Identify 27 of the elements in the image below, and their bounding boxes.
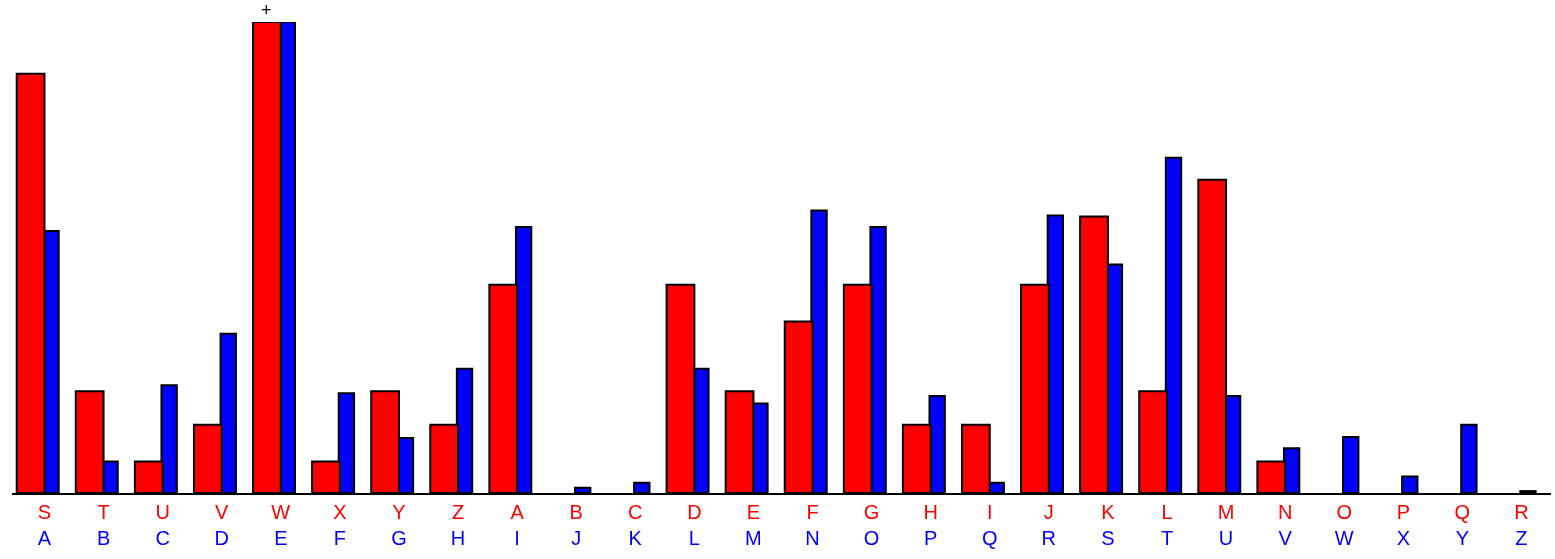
x-tick-label: S A (37, 501, 52, 549)
x-tick-label: M U (1217, 501, 1235, 549)
x-tick-label: J R (1041, 501, 1057, 549)
x-tick-label: C K (628, 501, 643, 549)
x-tick-label: D L (687, 501, 702, 549)
annotation: + (261, 0, 272, 20)
x-tick-label: O W (1334, 501, 1354, 549)
x-tick-label: P X (1396, 501, 1410, 549)
x-tick-label: X F (333, 501, 347, 549)
x-tick-label: G O (863, 501, 880, 549)
x-tick-label: Z H (450, 501, 466, 549)
x-tick-label: R Z (1514, 501, 1529, 549)
x-tick-label: Y G (391, 501, 407, 549)
x-tick-label: L T (1160, 501, 1174, 549)
x-tick-label: A I (510, 501, 525, 549)
x-tick-label: V D (214, 501, 230, 549)
x-tick-label: H P (923, 501, 938, 549)
x-tick-label: T B (96, 501, 111, 549)
x-tick-label: Q Y (1454, 501, 1471, 549)
x-tick-label: F N (805, 501, 820, 549)
x-tick-label: B J (569, 501, 583, 549)
x-tick-label: E M (745, 501, 762, 549)
x-tick-label: U C (155, 501, 170, 549)
x-tick-label: I Q (981, 501, 998, 549)
x-tick-label: N V (1277, 501, 1293, 549)
x-tick-label: K S (1101, 501, 1116, 549)
x-tick-label: W E (271, 501, 291, 549)
